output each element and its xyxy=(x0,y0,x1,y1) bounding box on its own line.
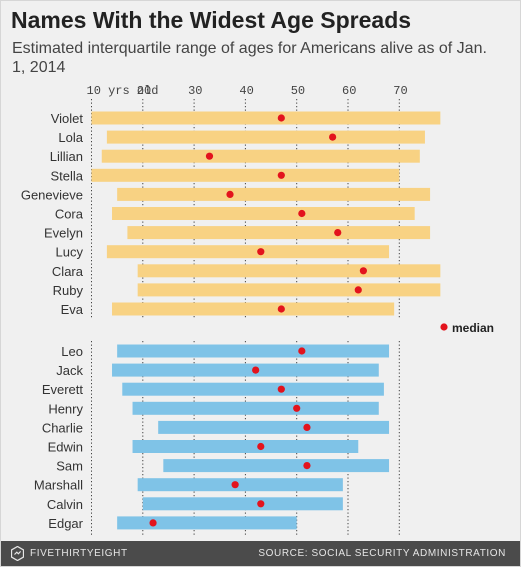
median-dot xyxy=(231,481,239,489)
legend-median-dot xyxy=(440,323,448,331)
name-label: Edgar xyxy=(48,516,83,531)
median-dot xyxy=(329,133,337,141)
name-label: Violet xyxy=(51,111,84,126)
median-dot xyxy=(359,267,367,275)
source-note: SOURCE: SOCIAL SECURITY ADMINISTRATION xyxy=(258,548,506,559)
median-dot xyxy=(277,305,285,313)
chart-subtitle: Estimated interquartile range of ages fo… xyxy=(12,40,487,76)
median-dot xyxy=(226,190,234,198)
iqr-bar xyxy=(158,420,390,434)
name-label: Evelyn xyxy=(44,226,83,241)
iqr-bar xyxy=(117,516,297,530)
name-label: Lucy xyxy=(56,245,84,260)
iqr-bar xyxy=(112,302,395,316)
name-label: Edwin xyxy=(48,440,83,455)
name-label: Ruby xyxy=(53,283,84,298)
iqr-bar xyxy=(142,497,343,511)
legend-median-label: median xyxy=(452,321,494,335)
x-tick-label: 30 xyxy=(188,84,202,98)
median-dot xyxy=(257,248,265,256)
median-dot xyxy=(298,209,306,218)
name-label: Charlie xyxy=(42,420,83,435)
name-label: Clara xyxy=(52,264,84,279)
median-dot xyxy=(277,114,285,122)
iqr-bar xyxy=(91,168,400,182)
median-dot xyxy=(277,171,285,179)
iqr-bar xyxy=(106,245,390,259)
iqr-bar xyxy=(137,283,441,297)
iqr-bar xyxy=(137,478,343,492)
iqr-bar xyxy=(163,459,390,473)
iqr-bar xyxy=(117,344,390,358)
name-label: Marshall xyxy=(34,478,83,493)
name-label: Genevieve xyxy=(21,187,83,202)
iqr-bar xyxy=(101,149,420,163)
fivethirtyeight-logo-icon xyxy=(11,546,24,561)
name-label: Jack xyxy=(56,363,83,378)
name-label: Lola xyxy=(58,130,83,145)
x-tick-label: 60 xyxy=(342,84,356,98)
iqr-bar xyxy=(112,363,379,377)
brand-name: FIVETHIRTYEIGHT xyxy=(30,548,128,559)
iqr-bar xyxy=(127,226,431,240)
median-dot xyxy=(277,385,285,393)
name-label: Lillian xyxy=(50,149,83,164)
name-label: Eva xyxy=(61,302,84,317)
median-dot xyxy=(257,500,265,508)
name-label: Henry xyxy=(48,401,83,416)
iqr-bar xyxy=(137,264,441,278)
name-label: Leo xyxy=(61,344,83,359)
iqr-bar xyxy=(132,440,359,453)
median-dot xyxy=(257,442,265,451)
median-dot xyxy=(252,366,260,374)
iqr-bar xyxy=(106,130,425,144)
iqr-bar xyxy=(132,401,379,415)
name-label: Calvin xyxy=(47,497,83,512)
iqr-bar xyxy=(122,382,384,396)
name-label: Sam xyxy=(56,459,83,474)
x-tick-label: 70 xyxy=(393,84,407,98)
iqr-bar xyxy=(112,207,415,220)
median-dot xyxy=(334,229,342,237)
x-tick-label: 10 yrs old xyxy=(87,84,159,98)
median-dot xyxy=(354,286,362,294)
iqr-bar xyxy=(91,111,441,125)
name-label: Cora xyxy=(55,207,84,222)
x-tick-label: 20 xyxy=(137,84,151,98)
median-dot xyxy=(205,152,214,160)
footer-bar: FIVETHIRTYEIGHT SOURCE: SOCIAL SECURITY … xyxy=(1,541,520,566)
median-dot xyxy=(298,347,306,355)
median-dot xyxy=(293,404,301,412)
median-dot xyxy=(303,462,311,470)
name-label: Stella xyxy=(50,168,83,183)
x-tick-label: 40 xyxy=(239,84,253,98)
name-label: Everett xyxy=(42,382,84,397)
chart-title: Names With the Widest Age Spreads xyxy=(11,7,412,33)
iqr-bar xyxy=(117,187,431,201)
median-dot xyxy=(149,519,157,527)
median-dot xyxy=(303,423,311,431)
x-tick-label: 50 xyxy=(291,84,305,98)
